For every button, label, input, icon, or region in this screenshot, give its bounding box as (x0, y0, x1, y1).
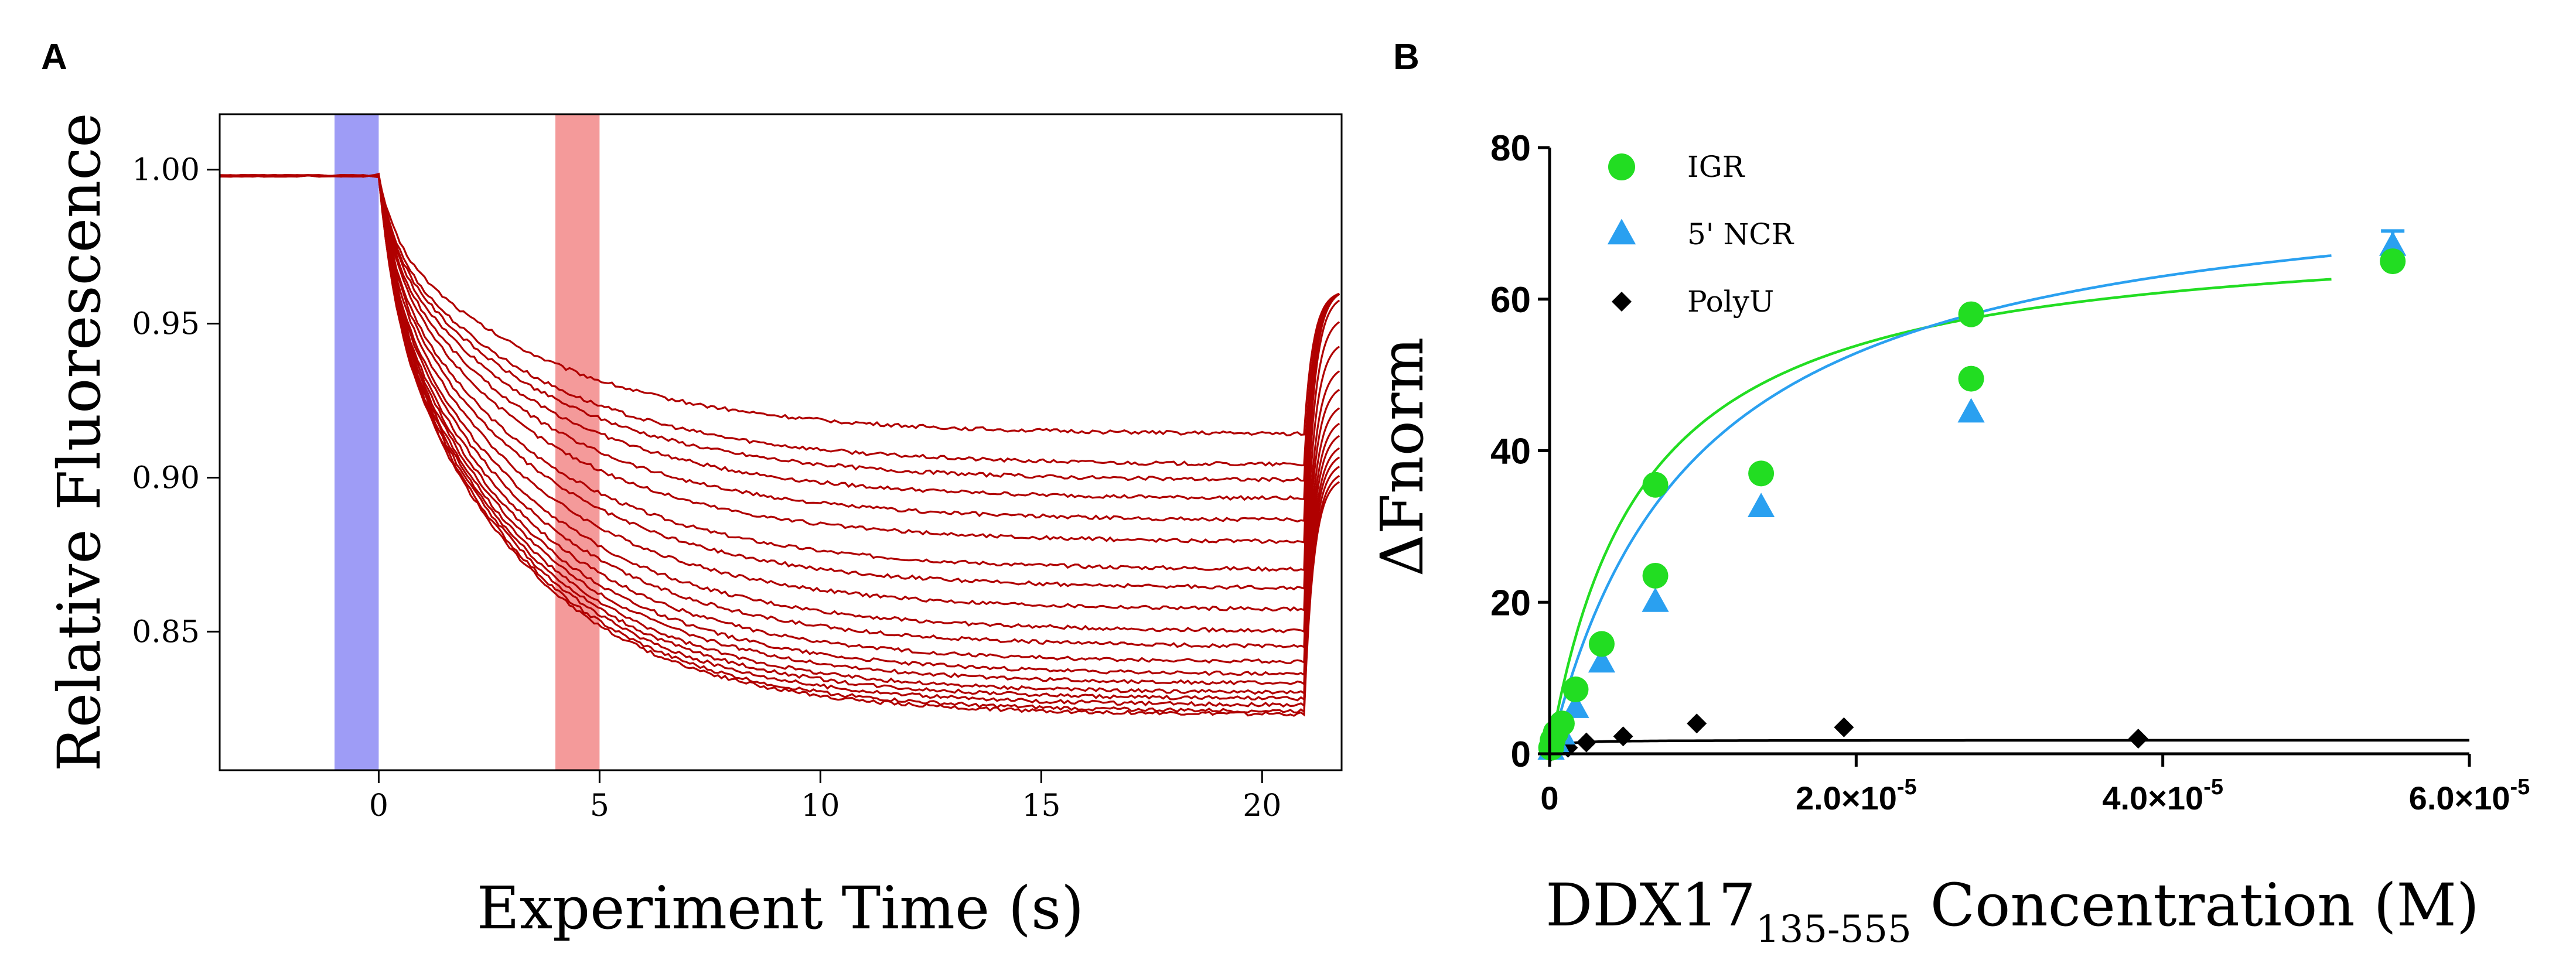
x-tick-label: 0 (1540, 780, 1558, 816)
y-tick-label: 1.00 (132, 153, 200, 188)
panel-b-y-axis-title: ΔFnorm (1368, 337, 1437, 577)
data-point (1642, 562, 1669, 589)
y-tick-label: 20 (1490, 583, 1531, 623)
fit-curve (1548, 278, 2332, 754)
legend-marker (1612, 292, 1632, 312)
trace-line (219, 173, 1340, 544)
legend-marker (1607, 218, 1636, 245)
panel-a-x-axis-title: Experiment Time (s) (477, 874, 1084, 942)
panel-a-y-axis: 0.85 0.90 0.95 1.00 (132, 153, 220, 650)
trace-line (219, 174, 1340, 714)
trace-line (219, 174, 1340, 590)
panel-b-legend: IGR 5' NCR PolyU (1607, 150, 1794, 319)
x-axis-title-main: DDX17 (1545, 871, 1756, 939)
panel-a: 0.85 0.90 0.95 1.00 0 5 10 15 20 Relative Fluor… (45, 113, 1343, 942)
data-point (1642, 471, 1669, 498)
data-point (1642, 587, 1669, 612)
x-tick-label: 20 (1243, 788, 1281, 824)
x-tick-label: 15 (1022, 788, 1060, 824)
x-tick-label: 0 (369, 788, 388, 824)
data-point (1548, 710, 1575, 737)
trace-line (219, 174, 1340, 665)
trace-line (219, 172, 1340, 467)
trace-line (219, 173, 1340, 676)
trace-line (219, 174, 1340, 708)
data-point (1613, 726, 1633, 747)
panel-a-x-axis: 0 5 10 15 20 (369, 770, 1281, 824)
data-point (1958, 301, 1984, 327)
data-point (1957, 398, 1985, 423)
panel-a-label: A (41, 37, 67, 77)
x-tick-label: 6.0×10-5 (2409, 775, 2530, 816)
data-point (1748, 460, 1775, 487)
data-point (1588, 648, 1616, 673)
panel-a-traces (219, 172, 1340, 717)
shaded-region-cold (335, 114, 379, 770)
x-tick-label: 2.0×10-5 (1796, 775, 1917, 816)
y-tick-label: 0 (1511, 734, 1531, 775)
data-point (1588, 631, 1615, 657)
data-point (2380, 248, 2406, 275)
fit-curve (1548, 254, 2332, 754)
legend-label: IGR (1687, 150, 1745, 184)
x-axis-title-subscript: 135-555 (1756, 908, 1912, 951)
y-tick-label: 60 (1490, 280, 1531, 320)
panel-a-shaded-regions (335, 114, 600, 770)
x-tick-label: 4.0×10-5 (2102, 775, 2223, 816)
y-tick-label: 0.90 (132, 460, 200, 496)
data-point (1562, 693, 1589, 718)
trace-line (219, 174, 1340, 572)
data-point (1576, 732, 1596, 753)
trace-line (219, 173, 1340, 695)
trace-line (219, 174, 1340, 483)
x-tick-label: 10 (801, 788, 840, 824)
panel-b-fit-curves (1548, 254, 2469, 755)
trace-line (219, 174, 1340, 612)
y-tick-label: 0.95 (132, 307, 200, 342)
y-tick-label: 80 (1490, 128, 1531, 169)
trace-line (219, 174, 1340, 717)
panel-a-y-axis-title: Relative Fluorescence (45, 113, 114, 772)
legend-label: 5' NCR (1687, 217, 1794, 251)
panel-b-label: B (1393, 37, 1420, 77)
data-point (1834, 717, 1854, 737)
legend-label: PolyU (1687, 285, 1774, 319)
legend-marker (1608, 153, 1635, 180)
panel-a-plot-frame (219, 113, 1343, 771)
trace-line (219, 173, 1340, 501)
trace-line (219, 173, 1340, 649)
x-axis-title-suffix: Concentration (M) (1912, 871, 2479, 939)
data-point (1687, 713, 1707, 734)
trace-line (219, 173, 1340, 702)
data-point (1562, 676, 1589, 703)
y-tick-label: 40 (1490, 432, 1531, 472)
panel-b-axes: 0 20 40 60 80 0 2.0×10-5 4.0×10-5 6.0×10-5 (1490, 128, 2530, 816)
data-point (1958, 365, 1984, 392)
trace-line (219, 174, 1340, 522)
trace-line (219, 173, 1340, 634)
panel-b-x-axis-title: DDX17135-555 Concentration (M) (1545, 871, 2479, 951)
y-tick-label: 0.85 (132, 614, 200, 650)
panel-b: 0 20 40 60 80 0 2.0×10-5 4.0×10-5 6.0×10-5 IGR 5'… (1368, 128, 2530, 951)
fit-curve (1548, 739, 2469, 755)
trace-line (219, 174, 1340, 437)
trace-line (219, 173, 1340, 686)
data-point (2128, 729, 2148, 749)
panel-b-data-points (1537, 229, 2407, 762)
x-tick-label: 5 (590, 788, 609, 824)
data-point (1748, 493, 1775, 518)
